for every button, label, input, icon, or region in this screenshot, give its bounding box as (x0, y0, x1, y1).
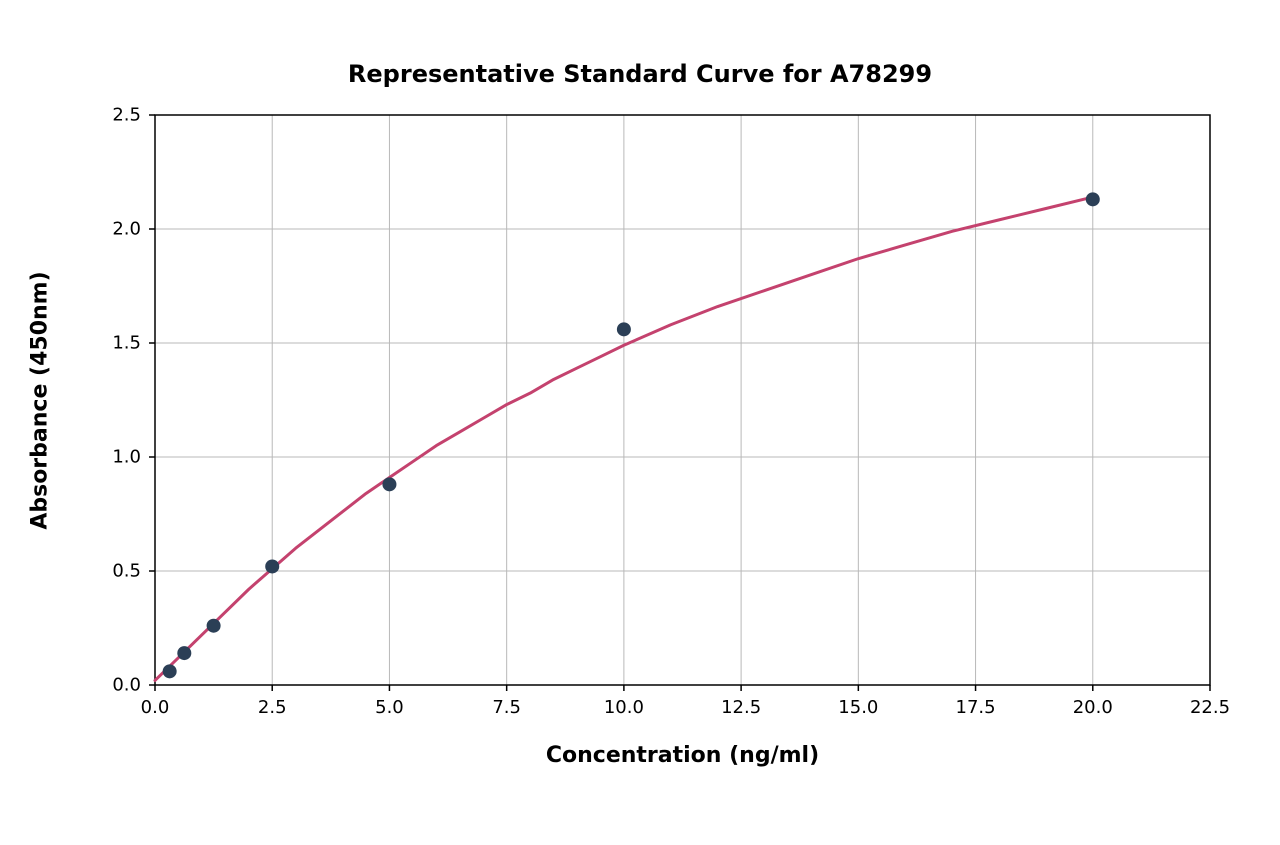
y-tick-label: 1.5 (112, 333, 141, 354)
y-tick-label: 0.0 (112, 675, 141, 696)
data-point (163, 664, 177, 678)
chart-svg (0, 0, 1280, 845)
data-point (207, 619, 221, 633)
data-point (382, 477, 396, 491)
x-axis-label: Concentration (ng/ml) (546, 743, 819, 768)
x-tick-label: 12.5 (721, 697, 761, 718)
plot-border (155, 115, 1210, 685)
x-tick-label: 2.5 (258, 697, 287, 718)
data-point (617, 322, 631, 336)
data-point (1086, 192, 1100, 206)
x-tick-label: 0.0 (141, 697, 170, 718)
x-tick-label: 15.0 (838, 697, 878, 718)
y-axis-label: Absorbance (450nm) (28, 251, 53, 551)
data-point (177, 646, 191, 660)
x-tick-label: 10.0 (604, 697, 644, 718)
y-tick-label: 2.0 (112, 219, 141, 240)
x-tick-label: 17.5 (956, 697, 996, 718)
chart-container: Representative Standard Curve for A78299… (0, 0, 1280, 845)
x-tick-label: 5.0 (375, 697, 404, 718)
x-tick-label: 20.0 (1073, 697, 1113, 718)
y-tick-label: 0.5 (112, 561, 141, 582)
y-tick-label: 2.5 (112, 105, 141, 126)
chart-title: Representative Standard Curve for A78299 (0, 60, 1280, 88)
x-tick-label: 7.5 (492, 697, 521, 718)
y-tick-label: 1.0 (112, 447, 141, 468)
data-point (265, 559, 279, 573)
x-tick-label: 22.5 (1190, 697, 1230, 718)
